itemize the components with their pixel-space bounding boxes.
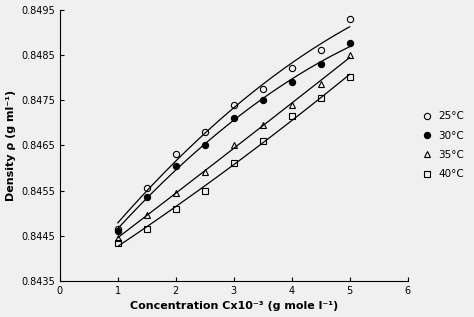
40°C [202, 189, 208, 192]
40°C [289, 114, 294, 118]
25°C [347, 17, 353, 21]
35°C [318, 82, 324, 86]
Line: 30°C: 30°C [115, 40, 353, 234]
X-axis label: Concentration Cx10⁻³ (g mole l⁻¹): Concentration Cx10⁻³ (g mole l⁻¹) [129, 301, 338, 311]
35°C [260, 123, 265, 127]
25°C [144, 186, 150, 190]
40°C [115, 241, 121, 244]
25°C [318, 49, 324, 52]
35°C [289, 103, 294, 107]
25°C [173, 152, 179, 156]
Line: 35°C: 35°C [115, 52, 353, 241]
40°C [318, 96, 324, 100]
Line: 25°C: 25°C [115, 16, 353, 232]
30°C [202, 143, 208, 147]
30°C [289, 80, 294, 84]
30°C [144, 195, 150, 199]
40°C [260, 139, 265, 143]
35°C [173, 191, 179, 195]
25°C [289, 67, 294, 70]
Line: 40°C: 40°C [115, 74, 353, 246]
25°C [115, 227, 121, 231]
35°C [115, 236, 121, 240]
40°C [173, 207, 179, 210]
30°C [347, 42, 353, 45]
40°C [144, 227, 150, 231]
30°C [231, 116, 237, 120]
25°C [231, 103, 237, 107]
30°C [173, 164, 179, 168]
25°C [202, 130, 208, 134]
35°C [202, 171, 208, 174]
40°C [347, 75, 353, 79]
35°C [347, 53, 353, 57]
Y-axis label: Density ρ (g ml⁻¹): Density ρ (g ml⁻¹) [6, 90, 16, 201]
40°C [231, 161, 237, 165]
35°C [144, 214, 150, 217]
30°C [318, 62, 324, 66]
35°C [231, 143, 237, 147]
Legend: 25°C, 30°C, 35°C, 40°C: 25°C, 30°C, 35°C, 40°C [416, 107, 468, 184]
30°C [115, 230, 121, 233]
30°C [260, 98, 265, 102]
25°C [260, 87, 265, 91]
